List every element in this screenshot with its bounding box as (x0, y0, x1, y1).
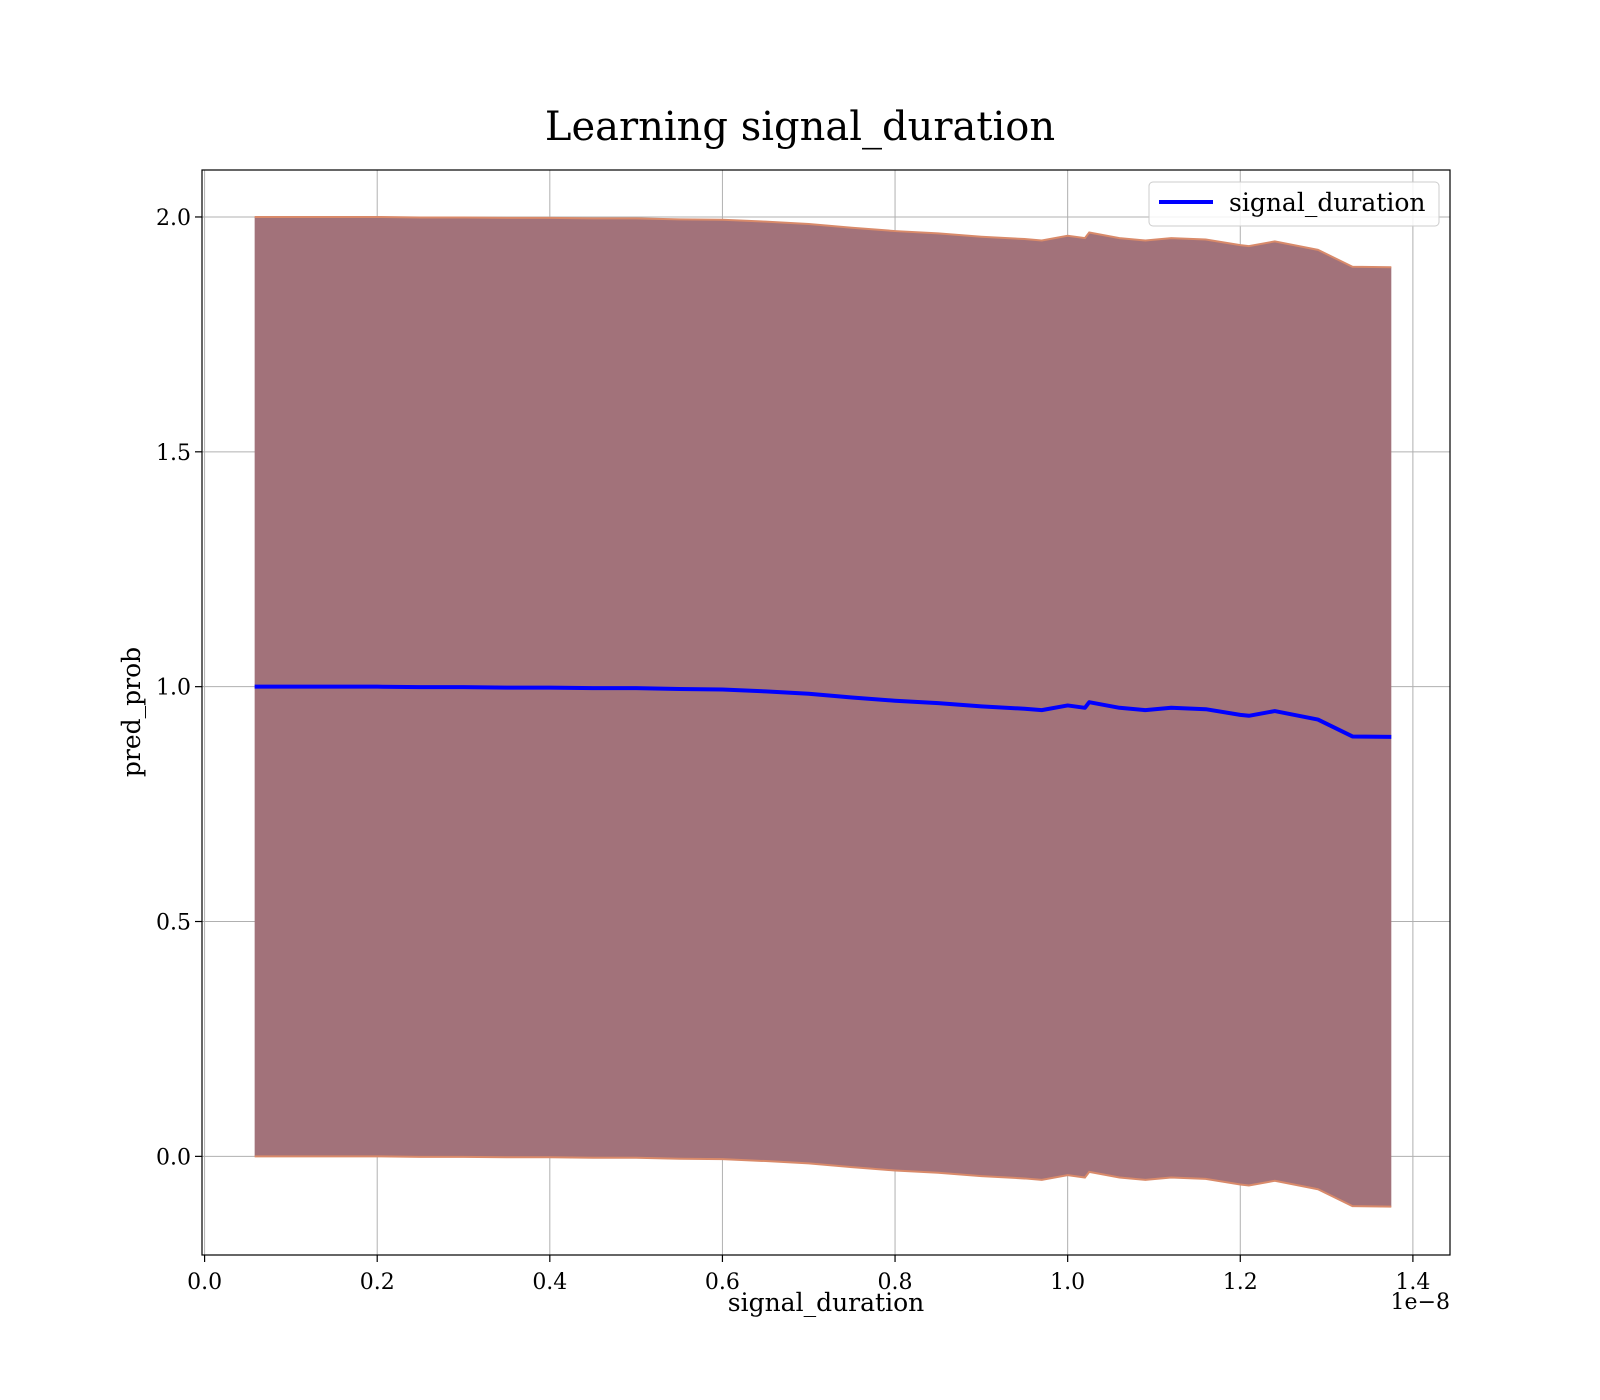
confidence-band (254, 216, 1392, 1207)
y-tick-label-4: 2.0 (156, 206, 191, 231)
y-tick-label-3: 1.5 (156, 441, 191, 466)
plot-frame (201, 169, 1451, 1256)
band-lower-edge (254, 1155, 1392, 1208)
legend: signal_duration (1148, 181, 1440, 227)
x-tick-label-3: 0.6 (705, 1270, 740, 1295)
series-line-signal-duration (254, 684, 1392, 739)
x-tick-label-1: 0.2 (360, 1270, 395, 1295)
x-tick-label-7: 1.4 (1395, 1270, 1430, 1295)
x-axis-offset-text: 1e−8 (1391, 1290, 1450, 1315)
y-axis-label: pred_prob (117, 647, 146, 777)
chart-title: Learning signal_duration (545, 104, 1055, 150)
x-tick-label-4: 0.8 (878, 1270, 913, 1295)
x-tick-label-6: 1.2 (1223, 1270, 1258, 1295)
legend-box (1148, 181, 1440, 227)
y-tick-label-0: 0.0 (156, 1145, 191, 1170)
y-tick-label-1: 0.5 (156, 911, 191, 936)
x-axis-ticks: 0.0 0.2 0.4 0.6 0.8 1.0 1.2 1.4 (187, 1255, 1430, 1295)
x-tick-label-5: 1.0 (1050, 1270, 1085, 1295)
x-tick-label-0: 0.0 (187, 1270, 222, 1295)
band-layer (254, 215, 1392, 1208)
y-tick-label-2: 1.0 (156, 676, 191, 701)
y-axis-ticks: 0.0 0.5 1.0 1.5 2.0 (156, 206, 202, 1170)
x-axis-label: signal_duration (728, 1288, 924, 1317)
line-layer (254, 684, 1392, 739)
legend-label-signal-duration: signal_duration (1229, 188, 1425, 217)
x-tick-label-2: 0.4 (532, 1270, 567, 1295)
band-upper-edge (254, 215, 1392, 269)
